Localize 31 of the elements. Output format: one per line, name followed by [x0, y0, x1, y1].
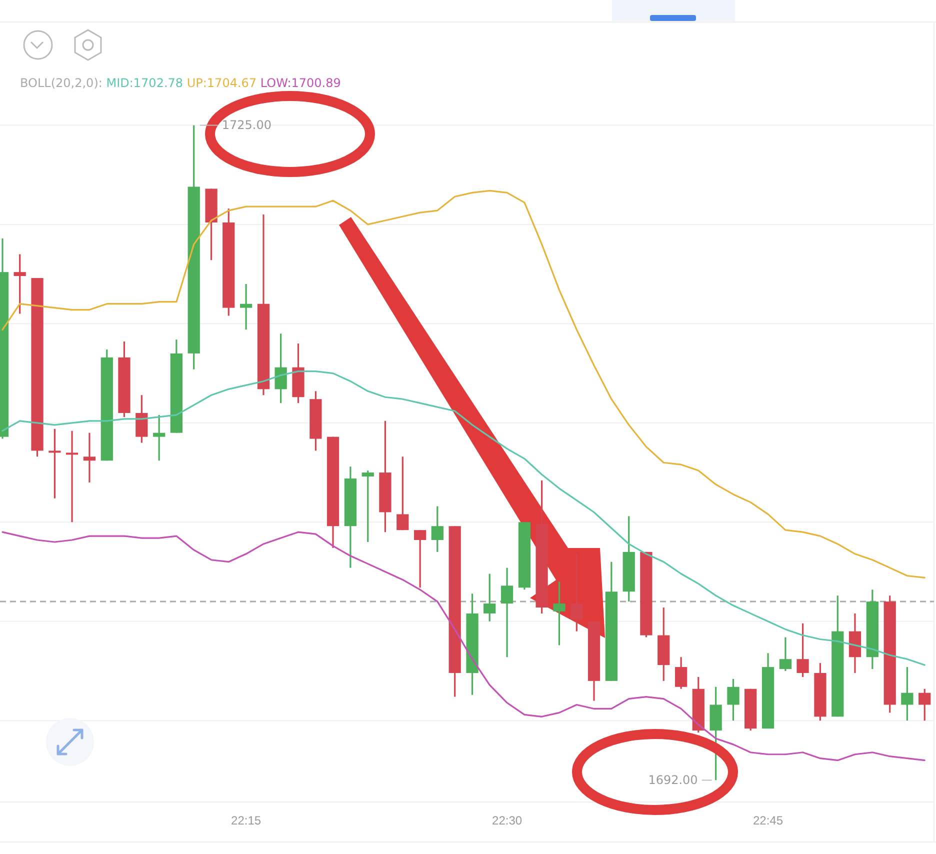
candlestick — [918, 688, 931, 722]
candlestick — [431, 505, 444, 553]
text: LOW:1700.89 — [260, 76, 341, 90]
candlestick — [779, 636, 792, 672]
candlestick — [674, 656, 688, 690]
x-tick-label: 22:45 — [753, 814, 784, 828]
candlestick — [362, 470, 374, 543]
candlestick — [48, 428, 61, 500]
candlestick — [500, 567, 514, 658]
candlestick — [553, 580, 566, 646]
x-tick-label: 22:30 — [492, 814, 522, 828]
candlestick — [901, 666, 914, 722]
candlestick — [83, 432, 96, 484]
candlestick — [414, 529, 426, 588]
x-tick-label: 22:15 — [231, 814, 262, 828]
candlestick — [727, 678, 740, 722]
candlestick — [153, 414, 166, 462]
legend-title: BOLL(20,2,0): — [20, 76, 106, 90]
text: MID:1702.78 — [106, 76, 187, 90]
candlestick — [240, 283, 252, 330]
annotation: 1692.00 — [648, 773, 698, 788]
candlestick — [796, 622, 809, 678]
annotation: 1725.00 — [222, 118, 272, 132]
candlestick — [396, 456, 409, 531]
candlestick — [136, 394, 148, 444]
candlestick — [570, 553, 583, 632]
text: UP:1704.67 — [186, 76, 260, 90]
candlestick — [14, 253, 26, 315]
candlestick — [484, 572, 496, 622]
candlestick — [66, 430, 78, 523]
candlestick — [274, 332, 287, 404]
